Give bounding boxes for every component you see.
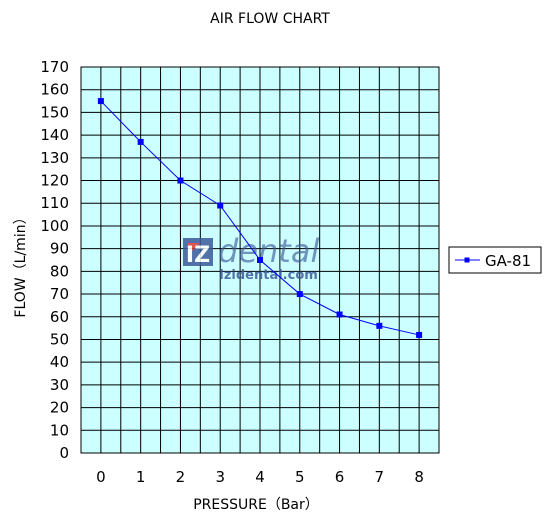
watermark-logo: IZ dental Izidental.com <box>183 232 319 283</box>
x-axis-ticks: 0 1 2 3 4 5 6 7 8 <box>96 468 424 486</box>
y-tick-label: 150 <box>40 103 69 121</box>
y-tick-label: 30 <box>50 376 69 394</box>
y-tick-label: 80 <box>50 262 69 280</box>
x-axis-label: PRESSURE（Bar） <box>193 497 319 513</box>
y-tick-label: 140 <box>40 126 69 144</box>
x-tick-label: 0 <box>96 468 106 486</box>
y-tick-label: 50 <box>50 330 69 348</box>
y-tick-label: 60 <box>50 308 69 326</box>
y-tick-label: 90 <box>50 240 69 258</box>
legend: GA-81 <box>448 246 542 274</box>
legend-marker <box>464 257 470 263</box>
legend-box <box>448 246 542 274</box>
y-tick-label: 100 <box>40 217 69 235</box>
y-tick-label: 160 <box>40 81 69 99</box>
y-axis-label: FLOW（L/min） <box>13 210 29 317</box>
x-tick-label: 5 <box>295 468 305 486</box>
legend-label-ga-81: GA-81 <box>485 252 531 270</box>
chart-title: AIR FLOW CHART <box>210 11 330 27</box>
y-axis-ticks: 0 10 20 30 40 50 60 70 80 90 100 110 120 130 140 150 160… <box>40 58 69 462</box>
y-tick-label: 20 <box>50 399 69 417</box>
data-point <box>296 291 303 298</box>
x-tick-label: 8 <box>414 468 424 486</box>
x-tick-label: 6 <box>335 468 345 486</box>
y-tick-label: 40 <box>50 353 69 371</box>
series-points <box>97 98 423 338</box>
y-tick-label: 10 <box>50 421 69 439</box>
data-point <box>137 138 144 145</box>
data-point <box>177 177 184 184</box>
y-tick-label: 120 <box>40 172 69 190</box>
y-tick-label: 170 <box>40 58 69 76</box>
y-tick-label: 110 <box>40 194 69 212</box>
grid-lines <box>81 66 439 454</box>
x-tick-label: 1 <box>136 468 146 486</box>
x-tick-label: 4 <box>255 468 265 486</box>
watermark-logo-letters: IZ <box>186 243 210 268</box>
data-point <box>257 257 263 263</box>
x-tick-label: 2 <box>176 468 186 486</box>
data-point <box>416 331 423 338</box>
y-tick-label: 70 <box>50 285 69 303</box>
watermark-url-text: Izidental.com <box>219 268 318 283</box>
data-point <box>336 311 343 318</box>
x-tick-label: 3 <box>215 468 225 486</box>
y-tick-label: 0 <box>59 444 69 462</box>
data-point <box>217 202 224 209</box>
watermark-brand-text: dental <box>218 232 319 270</box>
data-point <box>376 322 383 329</box>
data-point <box>97 98 104 105</box>
y-tick-label: 130 <box>40 149 69 167</box>
x-tick-label: 7 <box>375 468 385 486</box>
